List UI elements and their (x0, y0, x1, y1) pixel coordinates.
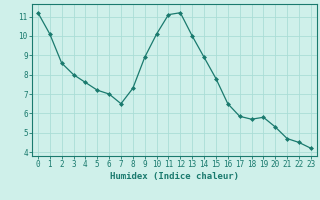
X-axis label: Humidex (Indice chaleur): Humidex (Indice chaleur) (110, 172, 239, 181)
